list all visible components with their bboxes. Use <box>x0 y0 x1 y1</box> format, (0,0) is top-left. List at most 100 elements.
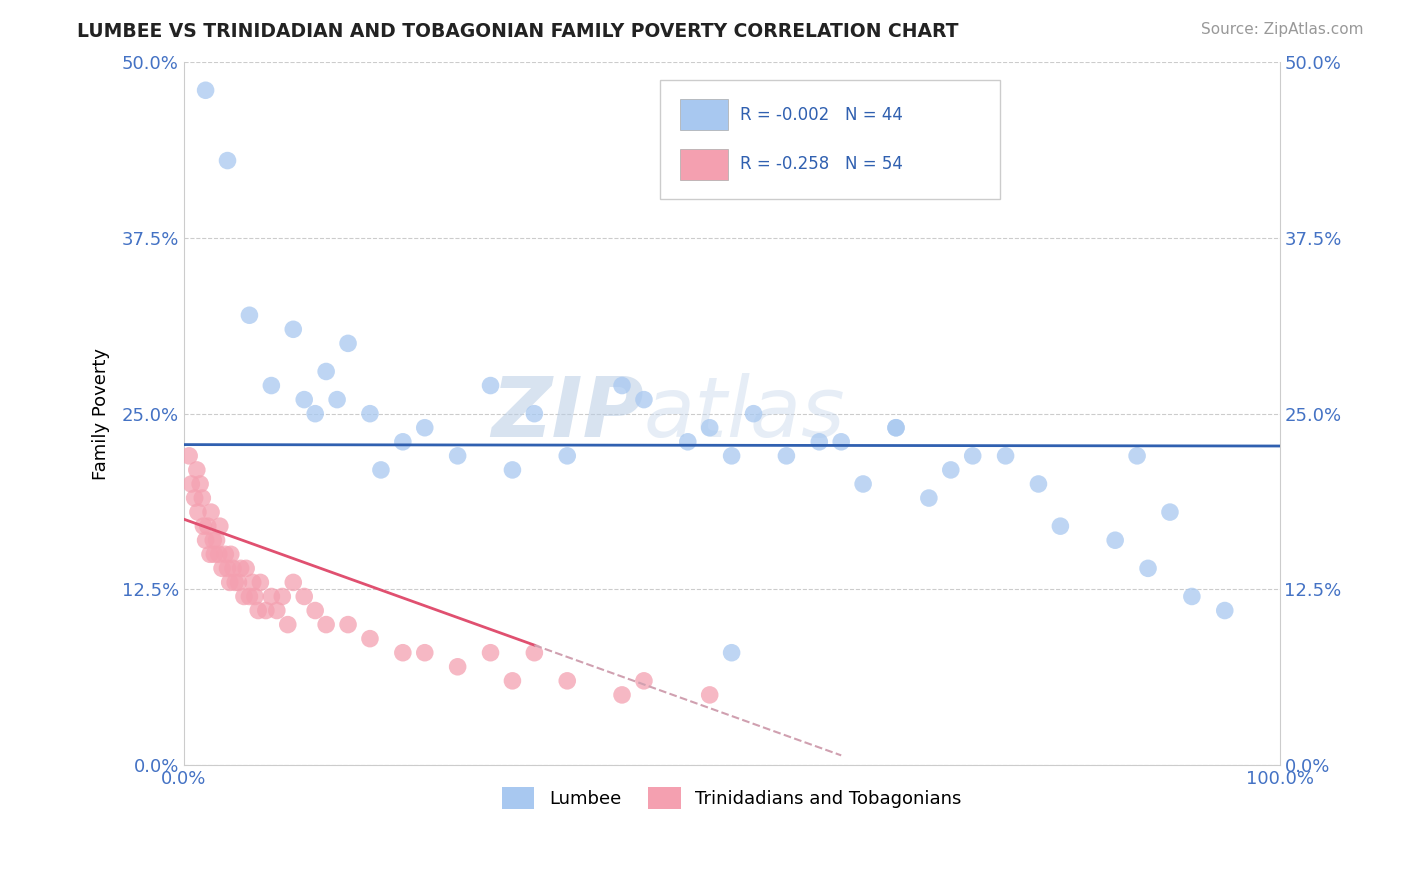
Point <box>200 505 222 519</box>
Point <box>194 533 217 548</box>
Point <box>214 547 236 561</box>
Point <box>939 463 962 477</box>
Point <box>283 322 305 336</box>
Point <box>852 477 875 491</box>
Point <box>392 646 415 660</box>
Point <box>326 392 349 407</box>
Point <box>555 449 578 463</box>
Point <box>370 463 392 477</box>
Point <box>742 407 765 421</box>
Point <box>1137 561 1160 575</box>
Point <box>479 378 502 392</box>
Point <box>271 590 294 604</box>
Point <box>292 590 315 604</box>
Point <box>247 603 270 617</box>
Point <box>1213 603 1236 617</box>
Point <box>1028 477 1050 491</box>
Point <box>243 590 266 604</box>
Text: Source: ZipAtlas.com: Source: ZipAtlas.com <box>1201 22 1364 37</box>
FancyBboxPatch shape <box>681 149 728 179</box>
Point <box>359 632 381 646</box>
Point <box>277 617 299 632</box>
Point <box>304 603 326 617</box>
Point <box>191 491 214 505</box>
Text: LUMBEE VS TRINIDADIAN AND TOBAGONIAN FAMILY POVERTY CORRELATION CHART: LUMBEE VS TRINIDADIAN AND TOBAGONIAN FAM… <box>77 22 959 41</box>
Point <box>337 617 360 632</box>
Point <box>249 575 271 590</box>
Point <box>188 477 211 491</box>
Point <box>962 449 984 463</box>
Point <box>523 407 546 421</box>
Point <box>266 603 288 617</box>
Point <box>413 421 436 435</box>
Point <box>555 673 578 688</box>
Point <box>218 575 240 590</box>
Point <box>720 646 742 660</box>
Point <box>260 590 283 604</box>
Point <box>242 575 264 590</box>
Point <box>1049 519 1071 533</box>
Point <box>884 421 907 435</box>
Point <box>208 519 231 533</box>
Point <box>254 603 277 617</box>
FancyBboxPatch shape <box>681 99 728 130</box>
Point <box>392 434 415 449</box>
Point <box>918 491 941 505</box>
Point <box>202 547 225 561</box>
Point <box>208 547 231 561</box>
Point <box>304 407 326 421</box>
Point <box>217 153 239 168</box>
Point <box>219 547 242 561</box>
Point <box>1126 449 1149 463</box>
Point <box>229 561 252 575</box>
Point <box>501 463 523 477</box>
Point <box>228 575 250 590</box>
Point <box>994 449 1017 463</box>
Point <box>187 505 209 519</box>
Point <box>501 673 523 688</box>
Point <box>179 449 201 463</box>
Point <box>446 660 468 674</box>
Point <box>217 561 239 575</box>
Point <box>238 590 260 604</box>
Point <box>1159 505 1181 519</box>
Point <box>238 308 260 322</box>
Point <box>699 688 721 702</box>
Point <box>633 673 655 688</box>
Point <box>205 533 228 548</box>
Point <box>198 547 221 561</box>
Point <box>194 83 217 97</box>
Legend: Lumbee, Trinidadians and Tobagonians: Lumbee, Trinidadians and Tobagonians <box>495 780 969 816</box>
Point <box>1181 590 1204 604</box>
FancyBboxPatch shape <box>661 79 1000 199</box>
Point <box>183 491 205 505</box>
Point <box>808 434 831 449</box>
Point <box>775 449 797 463</box>
Point <box>610 378 633 392</box>
Text: atlas: atlas <box>644 373 845 454</box>
Point <box>283 575 305 590</box>
Point <box>202 533 225 548</box>
Point <box>233 590 256 604</box>
Point <box>260 378 283 392</box>
Point <box>1104 533 1126 548</box>
Point <box>523 646 546 660</box>
Point <box>337 336 360 351</box>
Point <box>610 688 633 702</box>
Point <box>315 617 337 632</box>
Point <box>830 434 852 449</box>
Point <box>315 364 337 378</box>
Point <box>197 519 219 533</box>
Point <box>413 646 436 660</box>
Point <box>222 561 245 575</box>
Point <box>720 449 742 463</box>
Point <box>359 407 381 421</box>
Point <box>180 477 202 491</box>
Text: R = -0.002   N = 44: R = -0.002 N = 44 <box>741 106 903 124</box>
Point <box>676 434 699 449</box>
Y-axis label: Family Poverty: Family Poverty <box>93 348 110 480</box>
Text: R = -0.258   N = 54: R = -0.258 N = 54 <box>741 155 903 173</box>
Point <box>235 561 257 575</box>
Point <box>633 392 655 407</box>
Point <box>224 575 246 590</box>
